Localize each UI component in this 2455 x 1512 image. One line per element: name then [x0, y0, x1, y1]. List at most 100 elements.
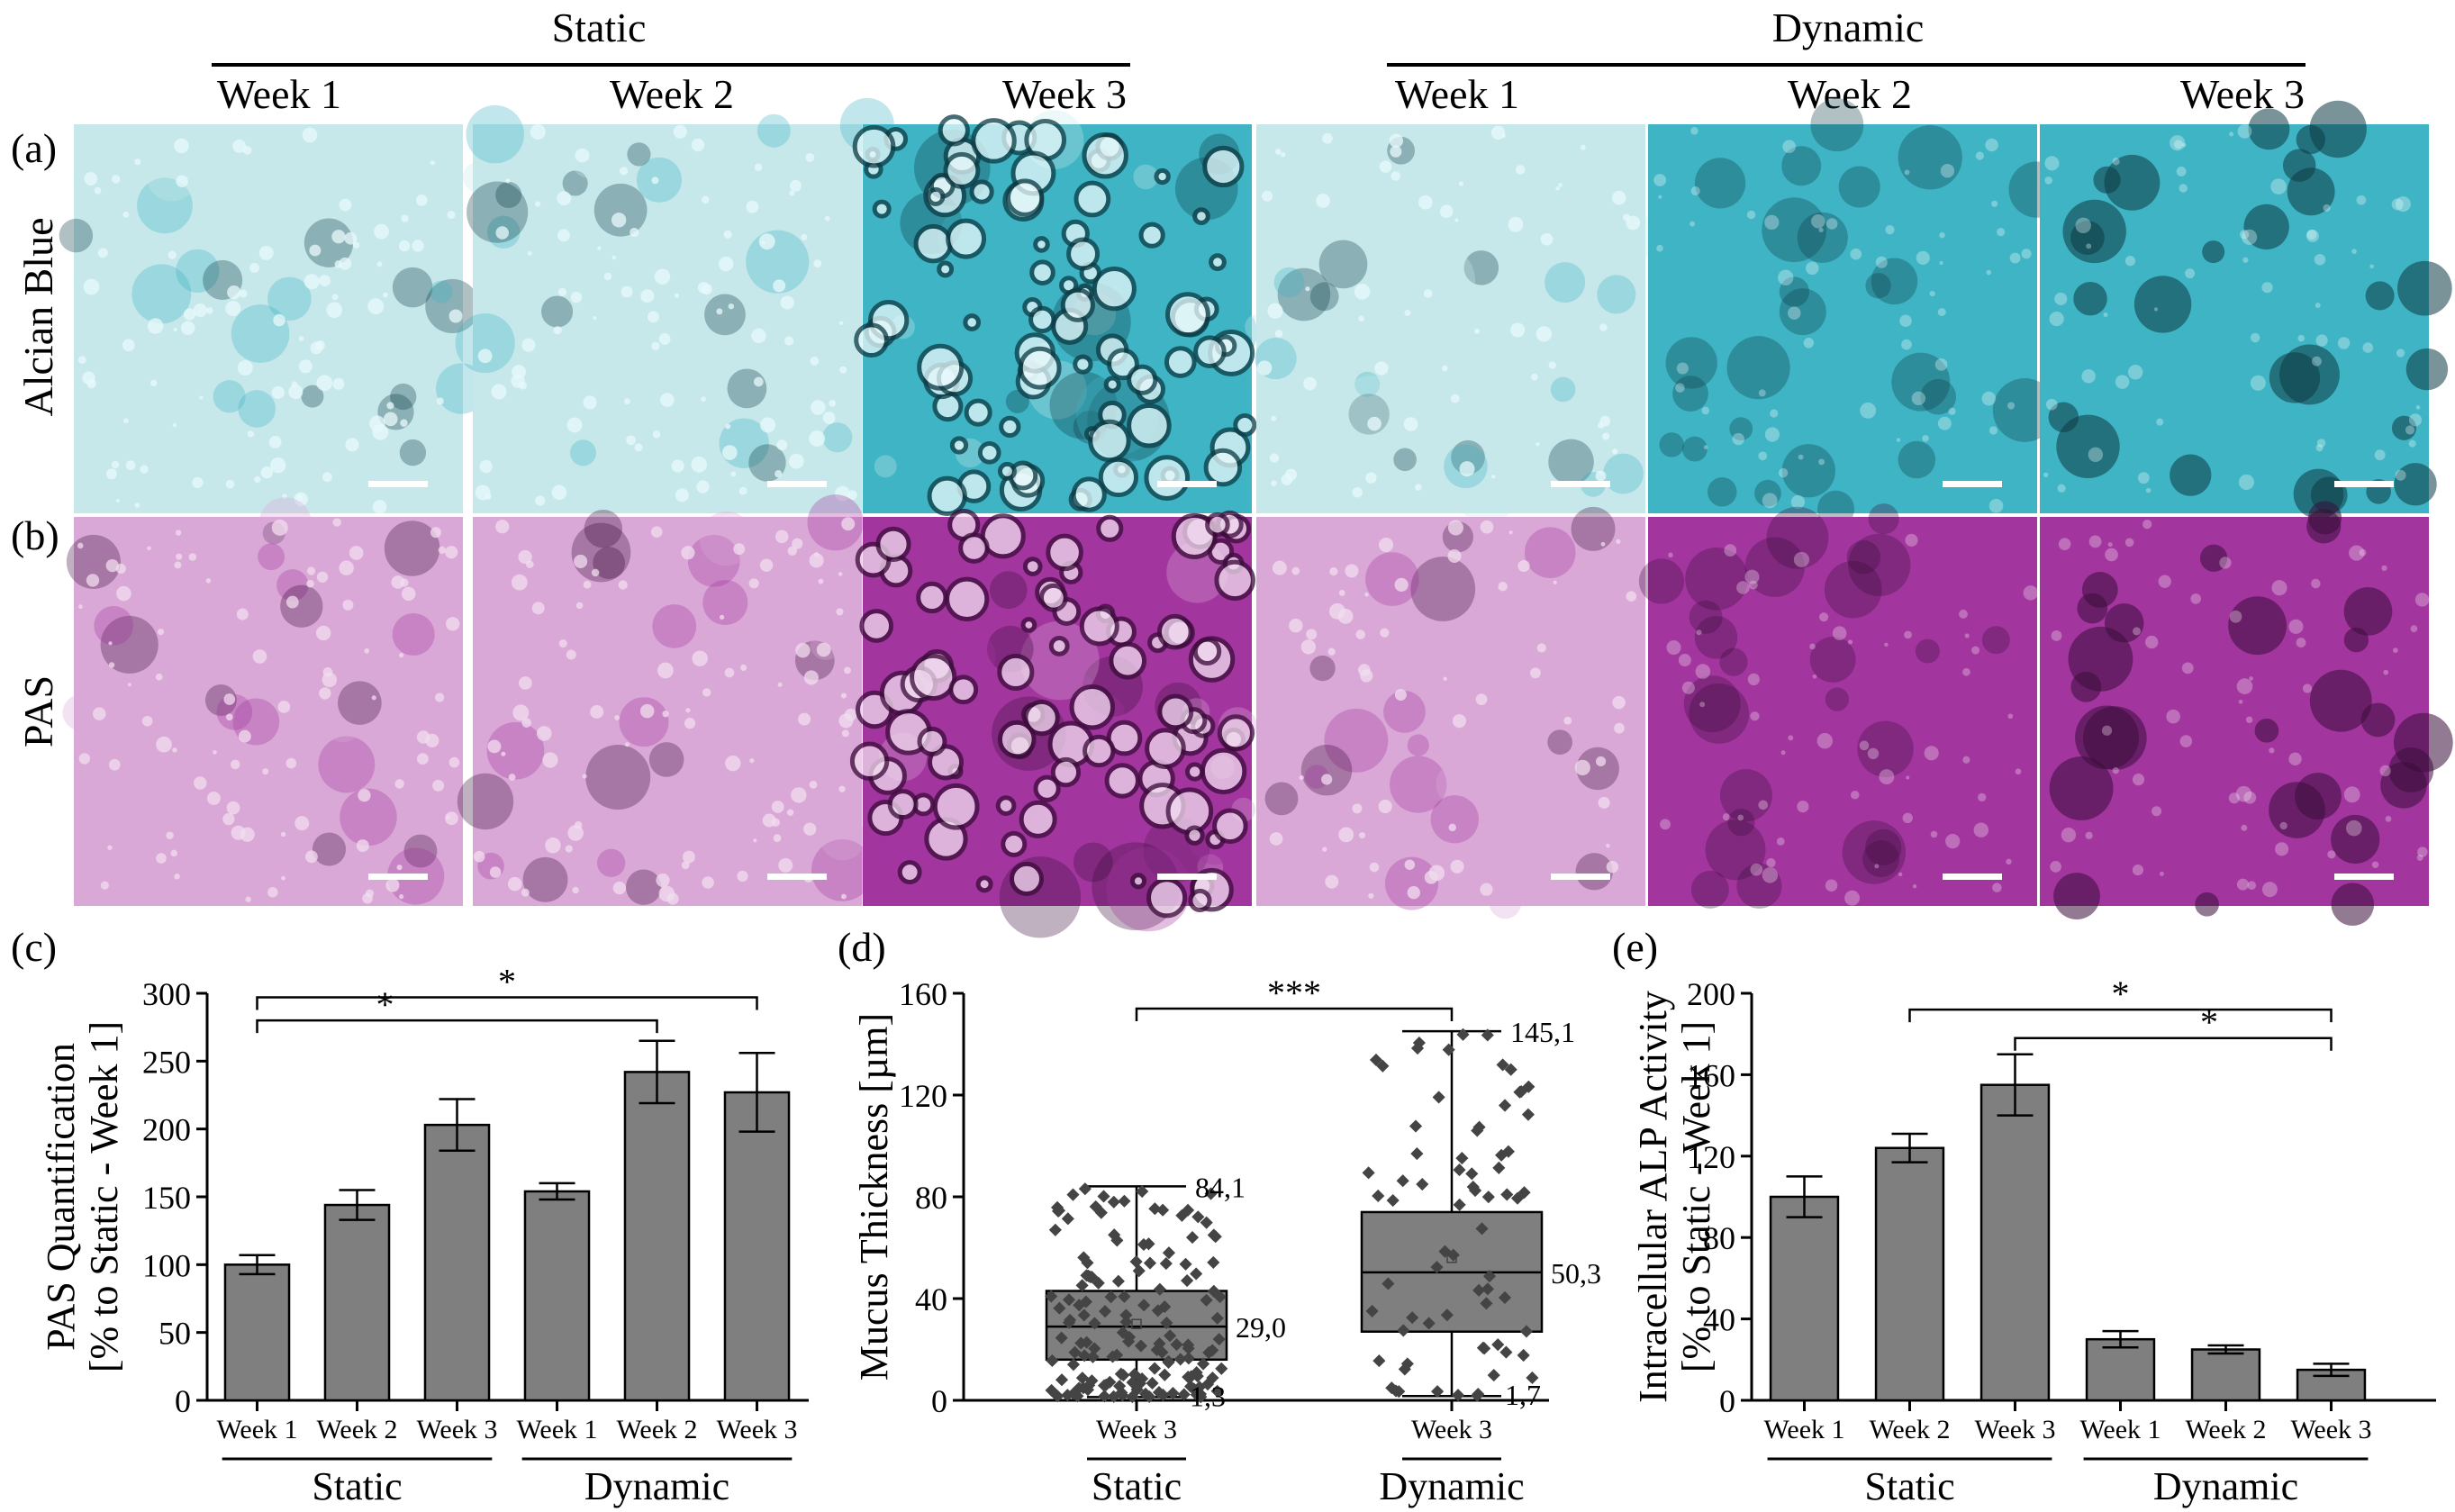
micrograph-vesicle [2236, 878, 2249, 891]
panel-label: (e) [1612, 924, 1658, 970]
micrograph-blotch [1848, 533, 1911, 597]
micrograph-vesicle [252, 649, 267, 664]
micrograph-vesicle [1748, 580, 1758, 590]
data-point [1055, 1331, 1068, 1345]
micrograph-vesicle [1747, 673, 1760, 686]
x-tick-label: Week 1 [1763, 1415, 1844, 1444]
micrograph-vesicle [702, 876, 714, 889]
micrograph-blotch [1590, 204, 1654, 268]
micrograph-blotch [584, 509, 623, 548]
data-point [1210, 1384, 1224, 1398]
micrograph-blotch [2343, 627, 2369, 653]
micrograph-vesicle [702, 688, 711, 697]
data-point [1152, 1386, 1166, 1399]
micrograph-blotch [636, 157, 682, 203]
data-point [1526, 1371, 1539, 1385]
median-value-label: 29,0 [1236, 1311, 1286, 1344]
micrograph-vesicle [1940, 164, 1955, 178]
micrograph-blotch [131, 264, 192, 324]
micrograph-vesicle [2306, 230, 2317, 240]
y-tick-label: 150 [142, 1180, 191, 1216]
micrograph-vesicle [789, 179, 802, 192]
y-tick-label: 40 [915, 1281, 947, 1317]
micrograph-vesicle [917, 726, 947, 756]
micrograph-vesicle [254, 475, 261, 483]
micrograph-blotch [2365, 281, 2395, 311]
micrograph-blotch [1762, 197, 1827, 263]
micrograph-vesicle [647, 311, 659, 323]
micrograph-vesicle [2006, 858, 2012, 865]
micrograph-vesicle [237, 360, 253, 376]
data-point [1492, 1161, 1506, 1174]
micrograph-vesicle [1138, 222, 1165, 249]
micrograph-blotch [574, 253, 615, 294]
micrograph-vesicle [838, 572, 843, 576]
micrograph-vesicle [374, 223, 389, 240]
micrograph-vesicle [281, 875, 285, 881]
micrograph-blotch [929, 292, 970, 332]
micrograph-vesicle [1389, 133, 1404, 148]
micrograph-vesicle [545, 837, 561, 854]
micrograph-vesicle [1083, 734, 1116, 768]
micrograph-vesicle [2228, 792, 2241, 804]
micrograph-vesicle [2132, 864, 2144, 876]
micrograph-vesicle [262, 768, 269, 775]
micrograph-vesicle [958, 532, 990, 564]
micrograph-pas-3 [849, 508, 1258, 938]
micrograph-vesicle [1901, 339, 1912, 350]
micrograph-vesicle [2374, 449, 2386, 461]
micrograph-blotch [541, 295, 574, 328]
micrograph-vesicle [1806, 261, 1819, 276]
micrograph-vesicle [134, 158, 141, 166]
micrograph-blotch [1019, 620, 1100, 701]
micrograph-vesicle [2058, 538, 2071, 550]
micrograph-vesicle [125, 460, 136, 470]
micrograph-vesicle [816, 642, 831, 657]
micrograph-vesicle [92, 707, 106, 720]
week-label-static-3: Week 3 [1002, 71, 1127, 117]
micrograph-vesicle [557, 191, 572, 206]
micrograph-vesicle [2044, 156, 2060, 171]
micrograph-blotch [2056, 414, 2120, 479]
micrograph-vesicle [1447, 548, 1462, 563]
micrograph-vesicle [84, 172, 98, 186]
data-point [1206, 1371, 1219, 1385]
data-point [1048, 1223, 1062, 1236]
data-point [1066, 1188, 1080, 1201]
micrograph-vesicle [518, 549, 532, 565]
bar [723, 1091, 791, 1402]
micrograph-vesicle [306, 566, 316, 575]
micrograph-blotch [1689, 600, 1723, 634]
micrograph-vesicle [773, 279, 786, 293]
micrograph-vesicle [97, 248, 108, 258]
micrograph-vesicle [1306, 629, 1318, 640]
micrograph-blotch [562, 170, 588, 196]
micrograph-blotch [2331, 883, 2375, 926]
micrograph-vesicle [969, 179, 994, 204]
micrograph-vesicle [2275, 842, 2289, 856]
panel-label: (d) [838, 924, 886, 970]
micrograph-vesicle [1474, 328, 1481, 334]
micrograph-vesicle [2054, 292, 2068, 305]
micrograph-vesicle [2315, 303, 2321, 309]
micrograph-vesicle [1454, 218, 1459, 222]
y-tick-label: 0 [175, 1383, 191, 1419]
micrograph-blotch [699, 511, 755, 566]
micrograph-blotch [208, 180, 265, 238]
micrograph-vesicle [835, 485, 850, 502]
micrograph-vesicle [2112, 767, 2119, 774]
micrograph-vesicle [416, 753, 429, 765]
micrograph-vesicle [306, 579, 314, 588]
micrograph-vesicle [1069, 684, 1116, 730]
micrograph-vesicle [838, 321, 844, 326]
micrograph-vesicle [485, 493, 492, 500]
micrograph-vesicle [1217, 714, 1255, 752]
data-point [1089, 1200, 1102, 1213]
micrograph-blotch [430, 280, 453, 303]
micrograph-vesicle [1758, 389, 1766, 397]
micrograph-vesicle [995, 795, 1017, 816]
micrograph-vesicle [753, 838, 757, 843]
micrograph-vesicle [1818, 227, 1824, 232]
micrograph-vesicle [1165, 787, 1214, 836]
micrograph-blotch [1571, 506, 1616, 551]
